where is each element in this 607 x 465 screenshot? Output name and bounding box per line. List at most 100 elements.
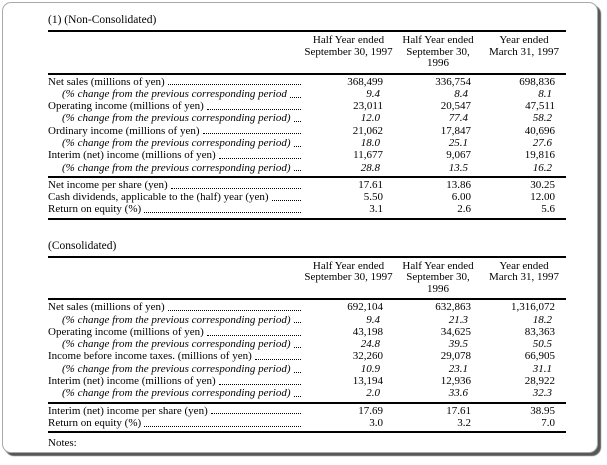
column-header: Year ended March 31, 1997: [482, 34, 566, 70]
value-cell: 24.8: [360, 338, 380, 351]
value-cell: 83,363: [524, 325, 555, 338]
row-label-text: Interim (net) income per share (yen): [48, 404, 208, 417]
value-cell: 20,547: [440, 100, 471, 113]
value-cell: 2.6: [457, 203, 471, 216]
row-label: Operating income (millions of yen): [48, 326, 303, 338]
value-cell: 12.0: [360, 112, 380, 125]
table-row: Net sales (millions of yen) 368,499 336,75…: [48, 76, 566, 88]
row-label: (% change from the previous correspondin…: [48, 338, 303, 350]
column-header: Half Year ended September 30, 1996: [394, 260, 482, 296]
column-header: Year ended March 31, 1997: [482, 259, 566, 296]
value-cell: 28,922: [524, 375, 555, 388]
dotted-leader: [167, 301, 301, 312]
row-label-text: Net sales (millions of yen): [48, 301, 165, 314]
value-cell: 9,067: [446, 149, 471, 162]
value-cell: 18.2: [532, 313, 552, 326]
row-label-text: (% change from the previous correspondin…: [62, 87, 287, 100]
table-row: (% change from the previous correspondin…: [48, 387, 566, 399]
value-cell: 8.4: [454, 87, 468, 100]
table-row: (% change from the previous correspondin…: [48, 338, 566, 350]
value-cell: 698,836: [519, 75, 555, 88]
value-cell: 3.2: [457, 416, 471, 429]
table-section: Interim (net) income per share (yen) 17.6…: [48, 401, 566, 432]
column-header-line2: March 31, 1997: [489, 271, 559, 284]
table-row: Return on equity (%) 3.1 2.6 5.6: [48, 203, 566, 215]
dotted-leader: [293, 162, 301, 172]
row-label-text: Return on equity (%): [48, 416, 142, 429]
table-row: Interim (net) income per share (yen) 17.6…: [48, 405, 566, 417]
value-cell: 5.50: [363, 191, 383, 204]
table-section: Net income per share (yen) 17.61 13.86 30.2…: [48, 175, 566, 218]
value-cell: 692,104: [347, 301, 383, 314]
column-header-line1: Half Year ended: [312, 259, 385, 272]
value-cell: 77.4: [448, 112, 468, 125]
row-label: Cash dividends, applicable to the (half)…: [48, 191, 303, 203]
table-header: Half Year ended September 30, 1997 Half Ye…: [48, 255, 566, 301]
notes-section: Notes: i. Consolidated financial stateme…: [48, 437, 568, 452]
value-cell: 8.1: [538, 87, 552, 100]
table-row: Interim (net) income (millions of yen) 11…: [48, 149, 566, 161]
value-cell: 7.0: [541, 416, 555, 429]
value-cell: 10.9: [360, 362, 380, 375]
row-label: (% change from the previous correspondin…: [48, 162, 303, 174]
value-cell: 27.6: [532, 136, 552, 149]
table-row: Cash dividends, applicable to the (half)…: [48, 191, 566, 203]
dotted-leader: [167, 76, 301, 86]
value-cell: 6.00: [451, 191, 471, 204]
row-label-text: Net income per share (yen): [48, 178, 168, 191]
row-label-text: (% change from the previous correspondin…: [62, 338, 291, 351]
value-cell: 32,260: [352, 350, 383, 363]
value-cell: 1,316,072: [511, 301, 555, 314]
column-header-line1: Year ended: [499, 259, 549, 272]
table-row: Interim (net) income (millions of yen) 13…: [48, 375, 566, 387]
row-label-text: Ordinary income (millions of yen): [48, 124, 200, 137]
value-cell: 40,696: [524, 124, 555, 137]
row-label: Interim (net) income (millions of yen): [48, 149, 303, 161]
value-cell: 3.1: [369, 203, 383, 216]
row-label: Interim (net) income per share (yen): [48, 405, 303, 417]
row-label: (% change from the previous correspondin…: [48, 387, 303, 399]
table-row: Operating income (millions of yen) 43,198…: [48, 326, 566, 338]
header-label-spacer: [48, 261, 303, 296]
column-header: Half Year ended September 30, 1996: [394, 34, 482, 70]
value-cell: 632,863: [435, 301, 471, 314]
value-cell: 13.86: [446, 178, 471, 191]
row-label: (% change from the previous correspondin…: [48, 112, 303, 124]
row-label-text: Interim (net) income (millions of yen): [48, 149, 216, 162]
non-consolidated-section: (1) (Non-Consolidated) Half Year ended Se…: [48, 14, 597, 220]
value-cell: 33.6: [448, 387, 468, 400]
row-label-text: Income before income taxes. (millions of…: [48, 350, 252, 363]
row-label: (% change from the previous correspondin…: [48, 363, 303, 375]
value-cell: 16.2: [532, 161, 552, 174]
dotted-leader: [218, 149, 301, 160]
row-label-text: (% change from the previous correspondin…: [62, 136, 291, 149]
value-cell: 18.0: [360, 136, 380, 149]
dotted-leader: [293, 387, 301, 398]
row-label: Return on equity (%): [48, 203, 303, 215]
row-label: Net sales (millions of yen): [48, 301, 303, 313]
dotted-leader: [206, 326, 301, 336]
row-label-text: Operating income (millions of yen): [48, 325, 204, 338]
value-cell: 39.5: [448, 338, 468, 351]
consolidated-table: Half Year ended September 30, 1997 Half Ye…: [48, 255, 566, 434]
non-consolidated-table: Half Year ended September 30, 1997 Half Ye…: [48, 30, 566, 220]
row-label-text: Return on equity (%): [48, 203, 142, 216]
dotted-leader: [293, 363, 301, 373]
column-header-line2: September 30, 1996: [406, 45, 470, 69]
value-cell: 31.1: [532, 362, 552, 375]
dotted-leader: [170, 179, 301, 189]
notes-heading: Notes:: [48, 437, 77, 450]
value-cell: 9.4: [366, 313, 380, 326]
column-header-line1: Year ended: [499, 34, 549, 46]
dotted-leader: [271, 191, 301, 201]
row-label: Net income per share (yen): [48, 179, 303, 191]
row-label: Income before income taxes. (millions of…: [48, 350, 303, 362]
consolidated-section: (Consolidated) Half Year ended September …: [48, 240, 597, 434]
value-cell: 23,011: [353, 100, 383, 113]
dotted-leader: [254, 350, 301, 361]
dotted-leader: [293, 137, 301, 147]
row-label-text: Net sales (millions of yen): [48, 75, 165, 88]
value-cell: 12.00: [530, 191, 555, 204]
table-row: (% change from the previous correspondin…: [48, 137, 566, 149]
value-cell: 17,847: [440, 124, 471, 137]
